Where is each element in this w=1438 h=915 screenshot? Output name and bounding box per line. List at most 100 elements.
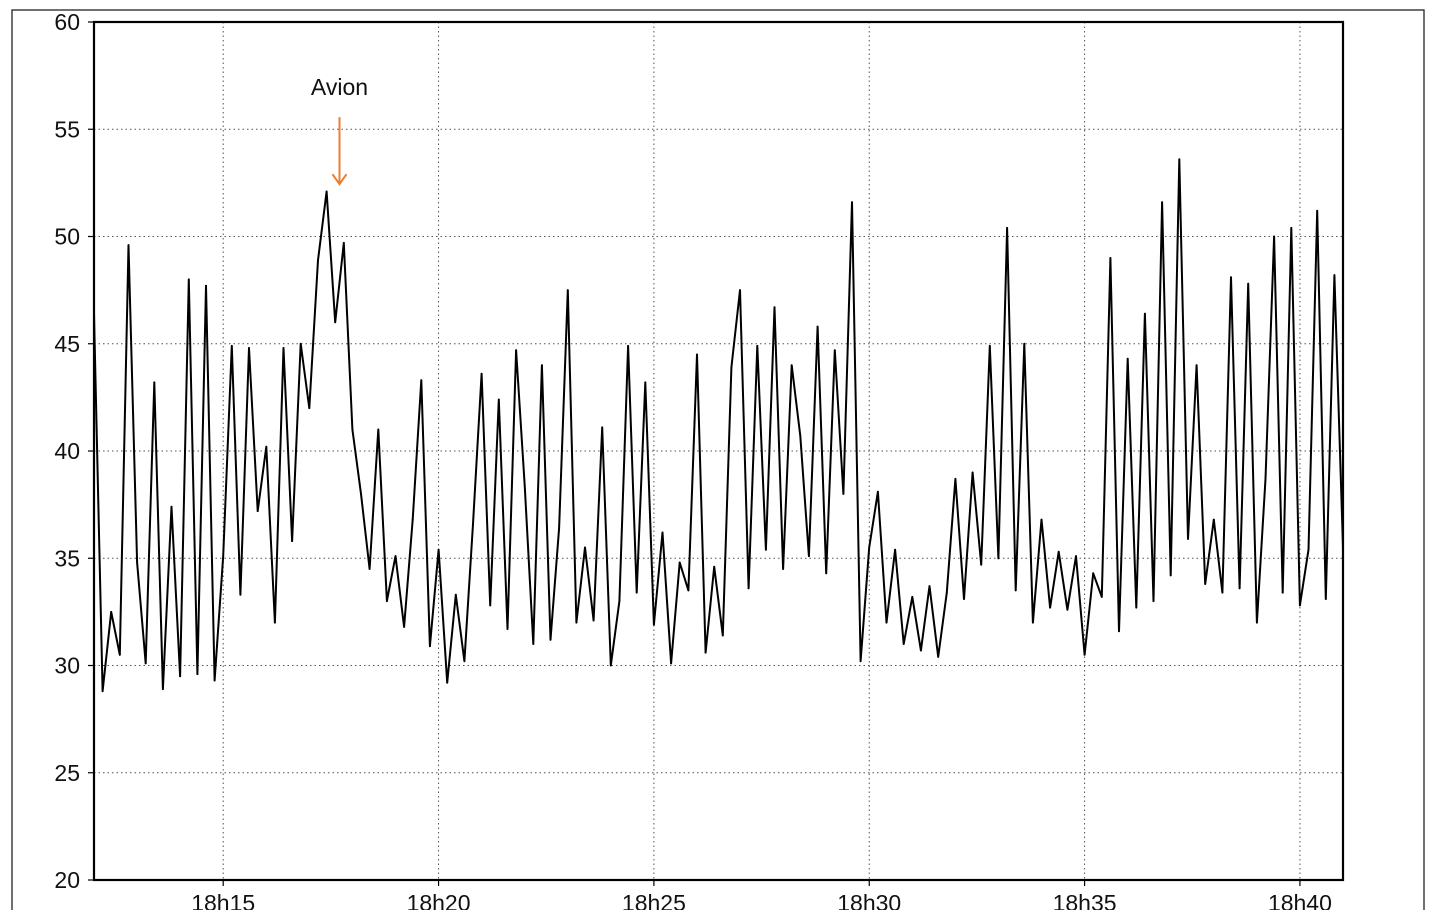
data-point <box>1014 589 1017 592</box>
data-point <box>274 621 276 624</box>
data-point <box>394 555 397 557</box>
data-point <box>196 673 199 675</box>
y-tick-label: 55 <box>54 116 80 142</box>
data-point <box>523 484 526 487</box>
y-tick-label: 30 <box>54 653 80 679</box>
data-point <box>833 349 836 352</box>
data-point <box>187 278 190 281</box>
annotation-arrow-head <box>331 173 348 186</box>
x-axis-ticks: 18h15 18h20 18h25 18h30 18h35 18h40 <box>191 880 1332 915</box>
data-point <box>1238 587 1241 590</box>
data-point <box>696 353 698 356</box>
x-tick-label: 18h30 <box>837 890 901 910</box>
data-point <box>747 587 750 590</box>
data-point <box>799 435 802 437</box>
data-point <box>988 345 991 347</box>
data-point <box>902 643 905 645</box>
y-tick-label: 60 <box>54 9 80 35</box>
data-point <box>480 372 483 375</box>
grid-lines <box>94 22 1343 880</box>
y-tick-label: 35 <box>54 545 80 571</box>
data-point <box>118 653 121 656</box>
data-point <box>945 591 948 594</box>
data-point <box>265 445 268 448</box>
data-point <box>1204 583 1207 585</box>
data-point <box>1083 653 1086 656</box>
data-point <box>678 561 681 564</box>
data-point <box>730 366 733 369</box>
data-point <box>222 555 225 557</box>
data-point <box>1092 572 1095 575</box>
data-point <box>601 426 604 429</box>
data-point <box>1066 608 1069 611</box>
data-point <box>653 623 655 626</box>
data-point <box>1075 555 1077 557</box>
data-point <box>317 259 319 261</box>
data-point <box>756 345 759 347</box>
data-point <box>144 662 147 665</box>
data-point <box>661 531 664 534</box>
data-point <box>1195 364 1198 367</box>
annotations: Avion <box>311 74 368 186</box>
data-point <box>162 688 164 690</box>
data-point <box>687 589 690 592</box>
x-tick-label: 18h20 <box>407 890 471 910</box>
data-point <box>1299 604 1301 607</box>
x-tick-label: 18h25 <box>622 890 686 910</box>
data-point <box>1135 606 1138 609</box>
data-point <box>997 557 1000 560</box>
data-point <box>825 572 828 575</box>
series-line <box>93 158 1344 693</box>
data-point <box>1109 257 1112 259</box>
data-point <box>386 600 388 602</box>
data-point <box>1023 342 1026 345</box>
data-point <box>773 306 776 309</box>
data-point <box>670 662 672 665</box>
data-point <box>153 381 156 384</box>
data-point <box>894 548 896 551</box>
data-point <box>1049 606 1051 609</box>
data-point <box>721 634 724 637</box>
data-point <box>351 428 354 431</box>
plot-area-frame <box>92 20 1345 882</box>
chart-outer-border <box>11 9 1425 915</box>
y-tick-label: 50 <box>54 224 80 250</box>
data-point <box>1006 227 1008 229</box>
data-point <box>1307 548 1310 551</box>
data-point <box>497 398 500 401</box>
data-point <box>489 604 492 607</box>
data-point <box>566 289 569 291</box>
data-point <box>1144 312 1146 315</box>
data-point <box>437 548 440 551</box>
data-point <box>101 690 104 693</box>
data-point <box>1264 478 1267 480</box>
data-point <box>506 628 509 630</box>
data-point <box>765 548 767 551</box>
data-point <box>179 675 182 678</box>
data-point <box>429 645 431 648</box>
y-tick-label: 25 <box>54 760 80 786</box>
data-point <box>911 596 914 598</box>
data-point <box>170 505 173 508</box>
data-point <box>782 568 784 570</box>
data-point <box>558 527 560 530</box>
data-point <box>230 345 233 347</box>
data-point <box>980 563 983 566</box>
data-point <box>291 540 293 542</box>
data-point <box>842 493 845 495</box>
data-point <box>1126 357 1129 360</box>
data-point <box>584 546 586 549</box>
data-point <box>1273 235 1275 238</box>
data-point <box>963 598 965 600</box>
y-tick-label: 20 <box>54 867 80 893</box>
data-point <box>1316 209 1319 212</box>
data-point <box>954 478 957 480</box>
data-point <box>635 591 638 594</box>
data-point <box>256 510 259 512</box>
data-point <box>239 593 242 596</box>
data-point <box>136 561 139 564</box>
y-tick-label: 40 <box>54 438 80 464</box>
data-point <box>1152 600 1155 602</box>
